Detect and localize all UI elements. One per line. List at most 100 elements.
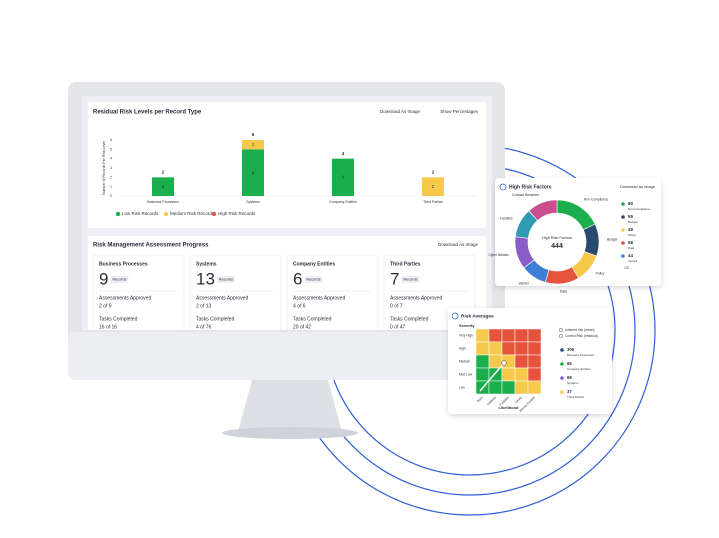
bar-segment <box>332 158 354 196</box>
column-label: Likely <box>514 395 523 404</box>
row-label: Low <box>459 385 466 389</box>
legend-swatch <box>560 348 564 352</box>
legend-value: 37 <box>567 389 572 394</box>
heat-cell <box>501 367 516 382</box>
legend-value: 58 <box>628 240 634 245</box>
card-title: High Risk Factors <box>509 184 552 190</box>
heat-cell <box>527 380 542 395</box>
panel <box>88 102 486 228</box>
legend-label: Data <box>628 246 635 250</box>
legend-value: 68 <box>567 375 572 380</box>
y-tick-label: 4 <box>110 157 112 161</box>
marker <box>501 360 507 366</box>
trend-line <box>479 362 505 392</box>
legend-swatch <box>560 362 564 366</box>
stat-value: 4 of 76 <box>196 324 212 330</box>
donut-slice <box>528 199 558 221</box>
stat-value: 0 of 47 <box>390 324 406 330</box>
y-tick-label: 3 <box>110 166 112 170</box>
legend-page[interactable]: 1/2 <box>624 266 629 270</box>
panel-title: Risk Management Assessment Progress <box>93 243 209 249</box>
y-tick-label: 1 <box>110 185 112 189</box>
column-label: Rare <box>476 395 484 403</box>
stat-card <box>189 254 282 330</box>
stat-label: Tasks Completed <box>390 316 429 322</box>
monitor-base <box>222 427 358 439</box>
y-tick-label: 6 <box>110 138 112 142</box>
heat-cell <box>527 354 542 369</box>
download-button[interactable]: Download As Image <box>380 109 421 114</box>
heat-cell <box>488 341 503 356</box>
legend-label: Medium Risk Records <box>170 211 215 216</box>
heat-cell <box>501 341 516 356</box>
stat-label: Assessments Approved <box>99 295 151 301</box>
slice-label: Vendor <box>519 281 530 285</box>
record-unit: Records <box>306 278 320 282</box>
legend-label: Systems <box>567 381 579 385</box>
stat-value: 16 of 16 <box>99 324 117 330</box>
bar-total-label: 2 <box>162 170 165 175</box>
card-title: Risk Averages <box>461 313 494 319</box>
donut-center-label: High Risk Factors <box>542 236 572 240</box>
legend-value: 66 <box>567 361 572 366</box>
bar-total-label: 4 <box>342 151 345 156</box>
card-title: Company Entities <box>293 261 335 267</box>
stat-value: 4 of 6 <box>293 303 306 309</box>
percentages-button[interactable]: Show Percentages <box>440 109 479 114</box>
slice-label: Cyber Attacks <box>488 253 509 257</box>
record-unit: Records <box>112 278 126 282</box>
legend-label: High Risk Records <box>218 211 256 216</box>
heat-cell <box>514 380 529 395</box>
stat-label: Tasks Completed <box>99 316 138 322</box>
slice-label: Contract Breaches <box>512 193 540 197</box>
legend-swatch <box>560 390 564 394</box>
marker-key <box>558 333 564 339</box>
legend-label: Policy <box>628 233 637 237</box>
record-unit: Records <box>219 278 233 282</box>
bar-segment <box>242 140 264 150</box>
row-label: Med Low <box>459 372 473 376</box>
heat-cell <box>514 367 529 382</box>
stat-label: Assessments Approved <box>293 295 345 301</box>
dashboard: Residual Risk Levels per Record Type Down… <box>88 102 486 330</box>
legend-label: Company Entities <box>567 367 591 371</box>
slice-label: Data <box>560 289 567 293</box>
risk-averages-card: Risk Averages Severity Very High High Medium… <box>448 308 612 414</box>
download-button[interactable]: Download As Image <box>438 242 479 247</box>
heat-cell <box>475 341 490 356</box>
stat-label: Assessments Approved <box>390 295 442 301</box>
x-tick-label: Third Parties <box>423 200 443 204</box>
legend-swatch <box>621 241 625 245</box>
heat-cell <box>501 380 516 395</box>
legend-label: Third Parties <box>567 395 585 399</box>
heat-cell <box>527 328 542 343</box>
download-button[interactable]: Download as image <box>620 184 656 189</box>
legend-swatch <box>621 228 625 232</box>
marker-label: Inherent risk (mean) <box>565 328 595 332</box>
record-unit: Records <box>403 278 417 282</box>
legend-value: 80 <box>628 201 634 206</box>
card-title: Systems <box>196 261 217 267</box>
axis-title: Likelihood <box>499 405 520 410</box>
slice-label: Budget <box>607 237 618 241</box>
slice-label: Policy <box>596 272 605 276</box>
legend-label: Business Processes <box>567 353 595 357</box>
bar-value-label: 2 <box>162 184 165 189</box>
legend-value: 55 <box>628 214 634 219</box>
monitor-chin <box>68 332 505 380</box>
legend-label: Non-Compliance <box>628 207 651 211</box>
heat-cell <box>488 328 503 343</box>
y-tick-label: 0 <box>110 194 112 198</box>
x-tick-label: Systems <box>246 200 260 204</box>
legend-label: Budget <box>628 220 638 224</box>
stat-value: 20 of 42 <box>293 324 311 330</box>
high-risk-factors-card: High Risk Factors Download as image Non-Co… <box>488 178 661 293</box>
legend-value: 44 <box>628 253 634 258</box>
bar-total-label: 2 <box>432 170 435 175</box>
axis-title: Severity <box>459 323 475 328</box>
stat-value: 2 of 9 <box>99 303 112 309</box>
stat-value: 0 of 7 <box>390 303 403 309</box>
legend-label: Low Risk Records <box>122 211 159 216</box>
bar-value-label: 2 <box>432 184 435 189</box>
